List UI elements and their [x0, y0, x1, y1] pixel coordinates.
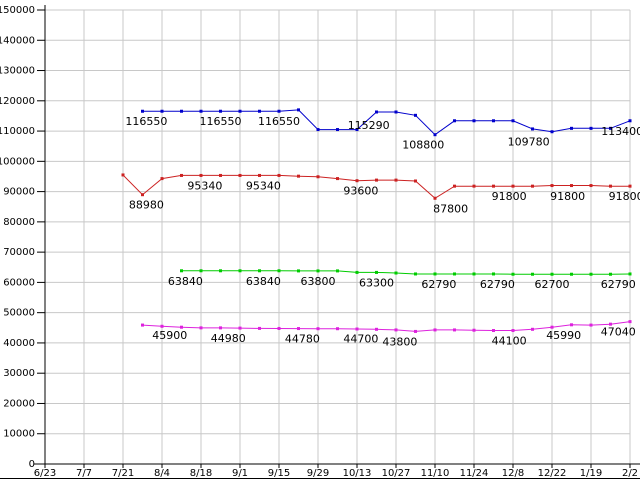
svg-text:40000: 40000: [3, 338, 35, 349]
svg-text:63840: 63840: [168, 275, 203, 288]
svg-text:45900: 45900: [152, 329, 187, 342]
svg-text:62700: 62700: [535, 278, 570, 291]
svg-text:91800: 91800: [492, 190, 527, 203]
svg-text:1/19: 1/19: [580, 468, 602, 479]
svg-text:62790: 62790: [601, 278, 636, 291]
svg-text:116550: 116550: [258, 115, 300, 128]
svg-text:44780: 44780: [285, 332, 320, 345]
svg-text:43800: 43800: [382, 335, 417, 348]
svg-text:10000: 10000: [3, 429, 35, 440]
svg-text:63300: 63300: [359, 276, 394, 289]
svg-text:110000: 110000: [0, 126, 35, 137]
svg-text:30000: 30000: [3, 368, 35, 379]
svg-text:9/1: 9/1: [232, 468, 248, 479]
svg-text:45990: 45990: [546, 329, 581, 342]
svg-text:93600: 93600: [343, 185, 378, 198]
svg-text:0: 0: [29, 459, 35, 470]
svg-text:6/23: 6/23: [34, 468, 56, 479]
svg-text:116550: 116550: [125, 115, 167, 128]
svg-text:7/21: 7/21: [112, 468, 134, 479]
svg-text:60000: 60000: [3, 277, 35, 288]
svg-text:87800: 87800: [433, 202, 468, 215]
svg-text:2/2: 2/2: [622, 468, 638, 479]
svg-text:70000: 70000: [3, 247, 35, 258]
svg-text:91800: 91800: [550, 190, 585, 203]
svg-text:7/7: 7/7: [76, 468, 92, 479]
svg-text:130000: 130000: [0, 66, 35, 77]
svg-text:63800: 63800: [301, 275, 336, 288]
svg-text:120000: 120000: [0, 96, 35, 107]
svg-text:62790: 62790: [421, 278, 456, 291]
svg-text:91800: 91800: [609, 190, 640, 203]
svg-text:95340: 95340: [246, 179, 281, 192]
svg-text:44980: 44980: [211, 332, 246, 345]
svg-text:140000: 140000: [0, 35, 35, 46]
svg-text:150000: 150000: [0, 5, 35, 16]
svg-text:44700: 44700: [343, 333, 378, 346]
svg-text:10/13: 10/13: [343, 468, 372, 479]
svg-text:108800: 108800: [402, 139, 444, 152]
svg-text:50000: 50000: [3, 308, 35, 319]
svg-text:100000: 100000: [0, 156, 35, 167]
svg-text:8/18: 8/18: [190, 468, 212, 479]
svg-text:9/15: 9/15: [268, 468, 290, 479]
svg-text:47040: 47040: [601, 326, 636, 339]
svg-text:8/4: 8/4: [154, 468, 170, 479]
svg-text:80000: 80000: [3, 217, 35, 228]
svg-text:11/24: 11/24: [460, 468, 489, 479]
svg-text:44100: 44100: [492, 335, 527, 348]
svg-text:12/8: 12/8: [502, 468, 524, 479]
svg-text:63840: 63840: [246, 275, 281, 288]
svg-text:109780: 109780: [508, 136, 550, 149]
svg-text:95340: 95340: [187, 179, 222, 192]
svg-text:113400: 113400: [601, 125, 640, 138]
svg-text:20000: 20000: [3, 398, 35, 409]
svg-text:12/22: 12/22: [538, 468, 567, 479]
svg-text:115290: 115290: [348, 119, 390, 132]
svg-text:90000: 90000: [3, 187, 35, 198]
svg-text:116550: 116550: [200, 115, 242, 128]
svg-text:62790: 62790: [480, 278, 515, 291]
svg-text:10/27: 10/27: [382, 468, 411, 479]
svg-text:11/10: 11/10: [421, 468, 450, 479]
svg-text:9/29: 9/29: [307, 468, 329, 479]
svg-text:88980: 88980: [129, 199, 164, 212]
